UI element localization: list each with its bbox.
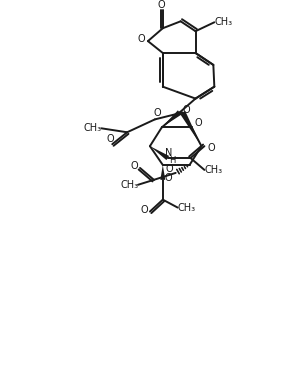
- Text: O: O: [157, 0, 165, 11]
- Text: O: O: [137, 34, 145, 44]
- Text: O: O: [140, 204, 148, 215]
- Text: O: O: [165, 173, 173, 183]
- Text: CH₃: CH₃: [204, 165, 222, 175]
- Polygon shape: [162, 110, 181, 127]
- Text: CH₃: CH₃: [214, 17, 232, 27]
- Text: O: O: [153, 108, 161, 118]
- Text: H: H: [170, 155, 176, 164]
- Text: CH₃: CH₃: [178, 203, 196, 212]
- Polygon shape: [160, 165, 165, 180]
- Text: O: O: [183, 105, 190, 115]
- Polygon shape: [180, 111, 201, 146]
- Text: O: O: [195, 118, 202, 129]
- Polygon shape: [150, 146, 169, 160]
- Text: O: O: [208, 143, 215, 153]
- Text: CH₃: CH₃: [83, 123, 101, 133]
- Text: N: N: [165, 148, 172, 158]
- Text: O: O: [106, 134, 114, 144]
- Text: O: O: [166, 164, 174, 174]
- Text: CH₃: CH₃: [120, 180, 138, 190]
- Text: O: O: [130, 161, 138, 171]
